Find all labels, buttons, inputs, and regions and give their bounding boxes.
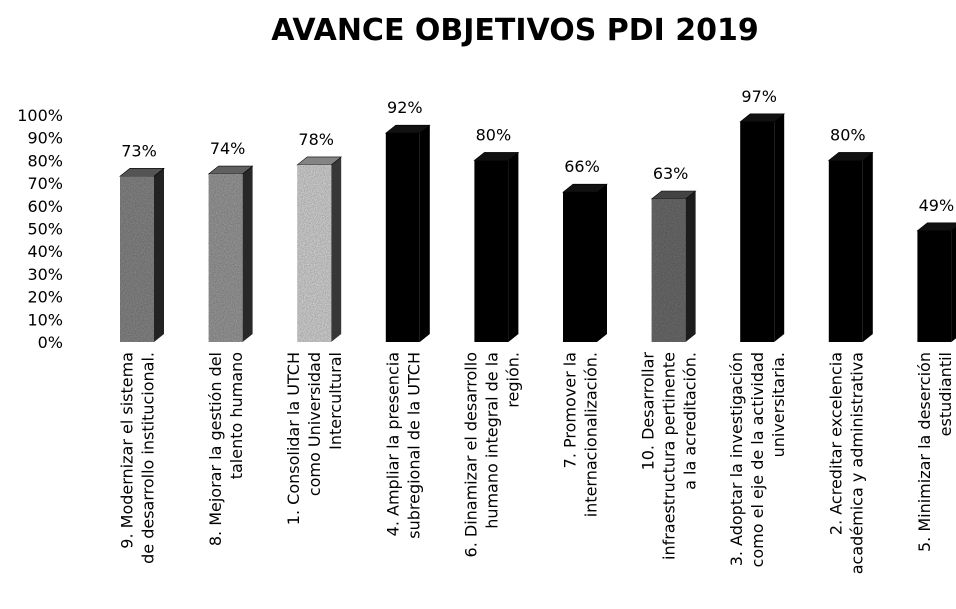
- value-label: 74%: [210, 139, 246, 158]
- value-label: 73%: [121, 141, 157, 160]
- x-tick-label: 9. Modernizar el sistema de desarrollo in…: [118, 352, 158, 564]
- value-label: 80%: [476, 125, 512, 144]
- y-tick-label: 10%: [27, 310, 63, 329]
- bar: [828, 160, 863, 342]
- bar-side: [242, 166, 253, 342]
- bar-side: [508, 152, 519, 342]
- y-tick-label: 30%: [27, 265, 63, 284]
- bar-side: [951, 227, 956, 342]
- y-tick-label: 60%: [27, 197, 63, 216]
- bar-side: [154, 168, 164, 342]
- bar-texture: [651, 198, 686, 342]
- x-tick-label: 8. Mejorar la gestión del talento humano: [206, 352, 246, 546]
- value-label: 66%: [564, 157, 600, 176]
- value-label: 80%: [830, 125, 866, 144]
- y-tick-label: 0%: [38, 333, 63, 352]
- bar-side: [597, 184, 607, 342]
- bar: [385, 133, 420, 342]
- x-tick-label: 4. Ampliar la presencia subregional de la…: [383, 352, 423, 539]
- value-label: 92%: [387, 98, 423, 117]
- bar-side: [331, 156, 342, 342]
- y-tick-label: 100%: [17, 106, 63, 125]
- y-tick-label: 90%: [27, 129, 63, 148]
- y-tick-label: 70%: [27, 174, 63, 193]
- x-tick-label: 3. Adoptar la investigación como el eje d…: [727, 352, 788, 567]
- bar: [563, 192, 597, 342]
- y-tick-label: 40%: [27, 242, 63, 261]
- x-tick-label: 2. Acreditar excelencia académica y admin…: [826, 352, 866, 574]
- bar-side: [774, 113, 785, 342]
- x-tick-label: 10. Desarrollar infraestructura pertinent…: [639, 352, 700, 560]
- x-tick-label: 1. Consolidar la UTCH como Universidad Int…: [284, 352, 345, 525]
- x-tick-label: 6. Dinamizar el desarrollo humano integra…: [461, 352, 522, 557]
- value-label: 49%: [919, 196, 955, 215]
- bar-side: [685, 190, 696, 342]
- bar-texture: [208, 174, 243, 342]
- value-label: 63%: [653, 164, 689, 183]
- bar: [474, 160, 509, 342]
- bar-texture: [297, 164, 332, 342]
- y-tick-label: 80%: [27, 151, 63, 170]
- bar-texture: [120, 176, 154, 342]
- x-tick-label: 7. Promover la internacionalización.: [561, 352, 601, 517]
- value-label: 97%: [741, 87, 777, 106]
- x-tick-label: 5. Minimizar la deserción estudiantil: [915, 352, 955, 552]
- y-tick-label: 20%: [27, 288, 63, 307]
- chart-title: AVANCE OBJETIVOS PDI 2019: [271, 13, 759, 48]
- bar: [917, 230, 952, 342]
- bar: [740, 121, 775, 342]
- bar-side: [862, 152, 873, 342]
- bar-side: [419, 125, 430, 342]
- bar-top: [916, 222, 956, 232]
- y-tick-label: 50%: [27, 220, 63, 239]
- value-label: 78%: [298, 130, 334, 149]
